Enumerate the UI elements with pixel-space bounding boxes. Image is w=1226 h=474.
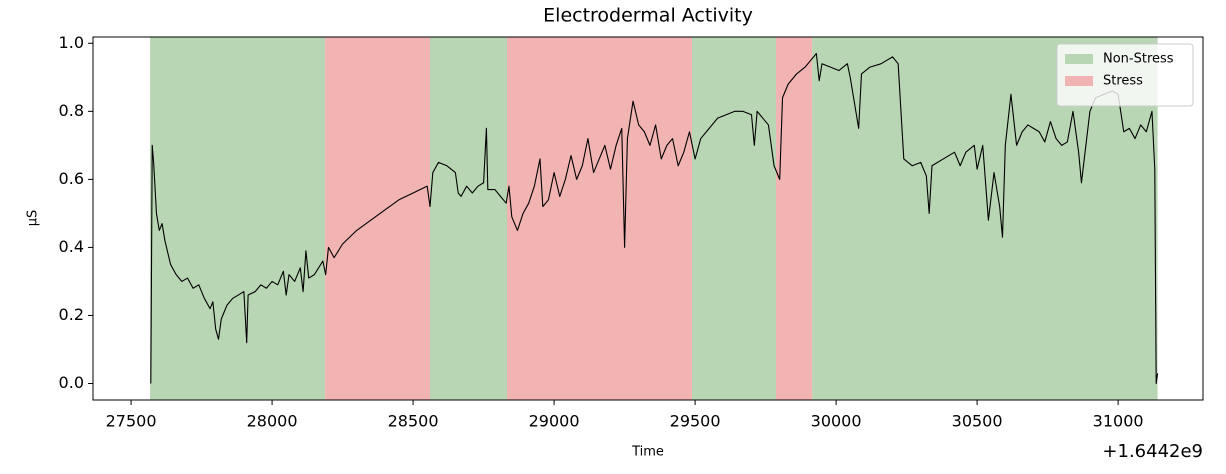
axes: 27500 28000 28500 29000 29500 30000 30500 31000… (59, 33, 1144, 431)
y-tick-label: 0.8 (59, 101, 84, 120)
legend-label: Non-Stress (1103, 52, 1174, 67)
span-region (430, 37, 507, 400)
x-tick-label: 30000 (811, 412, 862, 431)
x-tick-label: 29500 (670, 412, 721, 431)
chart-title: Electrodermal Activity (543, 5, 753, 27)
x-tick-label: 30500 (952, 412, 1003, 431)
x-tick-label: 27500 (106, 412, 157, 431)
axes-frame (92, 36, 1204, 401)
x-tick-label: 28500 (388, 412, 439, 431)
legend: Non-Stress Stress (1056, 43, 1194, 107)
span-region (506, 37, 692, 400)
x-tick-label: 28000 (247, 412, 298, 431)
y-axis-label: µS (26, 210, 41, 227)
y-tick-label: 0.2 (59, 305, 84, 324)
span-region (325, 37, 431, 400)
x-axis-label: Time (631, 445, 664, 460)
x-offset-label: +1.6442e9 (1102, 441, 1203, 462)
legend-swatch (1065, 54, 1093, 64)
x-tick-label: 31000 (1093, 412, 1144, 431)
y-tick-label: 0.0 (59, 373, 84, 392)
span-region (776, 37, 813, 400)
y-tick-label: 0.6 (59, 169, 84, 188)
data-line (150, 52, 1159, 385)
legend-label: Stress (1103, 74, 1143, 89)
x-tick-label: 29000 (529, 412, 580, 431)
y-tick-label: 1.0 (59, 33, 84, 52)
plot-area (149, 37, 1159, 400)
legend-swatch (1065, 76, 1093, 86)
span-region (149, 37, 326, 400)
y-tick-label: 0.4 (59, 237, 84, 256)
span-region (691, 37, 777, 400)
